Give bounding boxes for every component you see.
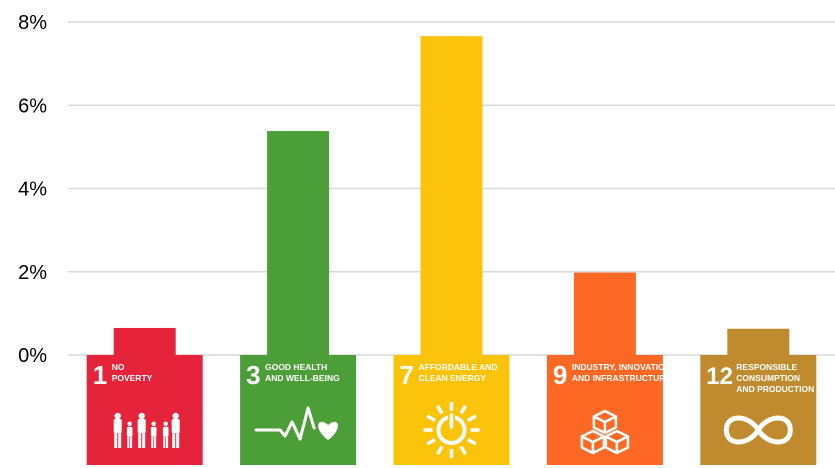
y-axis-ticks: 0% 2% 4% 6% 8% bbox=[18, 12, 47, 367]
tile-title-line: CONSUMPTION bbox=[736, 373, 800, 383]
bar-goal-3 bbox=[267, 131, 330, 355]
tile-title-line: AND PRODUCTION bbox=[736, 384, 814, 394]
tile-title-line: NO bbox=[112, 362, 125, 372]
tile-title-line: AND INFRASTRUCTURE bbox=[572, 373, 671, 383]
heartbeat-icon bbox=[254, 406, 338, 441]
family-icon bbox=[113, 412, 180, 448]
category-tick-label: 1 bbox=[93, 360, 107, 390]
tile-title-line: AND WELL-BEING bbox=[265, 373, 340, 383]
category-tick-label: 7 bbox=[400, 360, 414, 390]
category-tick-label: 9 bbox=[553, 360, 567, 390]
bars bbox=[113, 36, 790, 356]
category-tick-label: 3 bbox=[246, 360, 260, 390]
y-tick-label: 6% bbox=[18, 95, 47, 117]
tile-title-line: POVERTY bbox=[112, 373, 153, 383]
bar-goal-9 bbox=[573, 272, 636, 355]
category-tick-label: 12 bbox=[706, 363, 733, 390]
tile-title-line: RESPONSIBLE bbox=[736, 362, 797, 372]
cubes-icon bbox=[580, 409, 630, 455]
bar-goal-1 bbox=[113, 327, 176, 355]
tile-title-line: GOOD HEALTH bbox=[265, 362, 327, 372]
y-tick-label: 2% bbox=[18, 262, 47, 284]
infinity-icon bbox=[723, 415, 793, 445]
tile-title-line: AFFORDABLE AND bbox=[419, 362, 498, 372]
tile-background bbox=[700, 355, 817, 465]
y-tick-label: 4% bbox=[18, 179, 47, 201]
tile-title-line: INDUSTRY, INNOVATION bbox=[572, 362, 671, 372]
sun-power-icon bbox=[423, 402, 480, 458]
y-tick-label: 0% bbox=[18, 345, 47, 367]
bar-goal-7 bbox=[420, 36, 483, 356]
y-tick-label: 8% bbox=[18, 12, 47, 34]
tile-title-line: CLEAN ENERGY bbox=[419, 373, 487, 383]
bar-goal-12 bbox=[727, 328, 790, 355]
tile-background bbox=[240, 355, 357, 465]
